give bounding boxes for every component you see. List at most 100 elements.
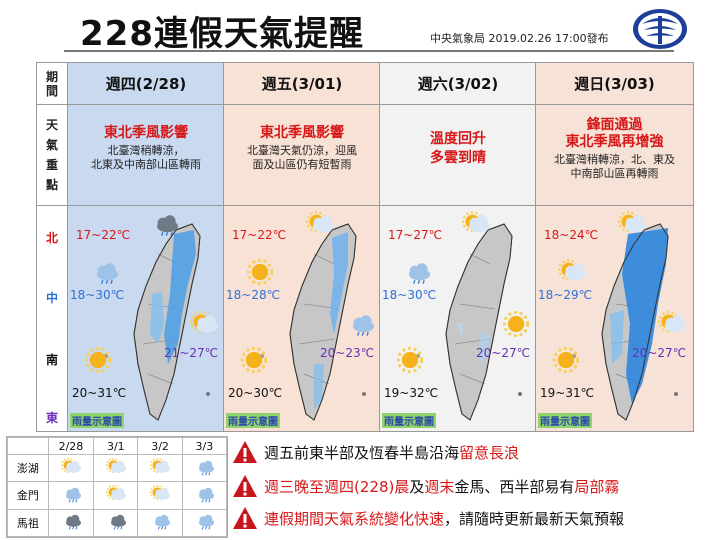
temp-south: 19~31℃: [540, 386, 595, 400]
period-label: 期間: [45, 69, 58, 98]
taiwan-map: [252, 223, 366, 421]
weather-icon-central: [400, 258, 432, 290]
weather-icon-east: [344, 310, 376, 342]
weather-icon-south: [82, 346, 114, 378]
focus-label: 天氣重點: [45, 118, 58, 192]
day-header-sat: 週六(3/02): [417, 75, 499, 93]
temp-south: 20~30℃: [228, 386, 283, 400]
weather-icon-south: [394, 346, 426, 378]
cloud-rain-icon: [353, 315, 374, 336]
weather-cell: [181, 481, 228, 510]
island-name: 馬祖: [7, 508, 49, 538]
sun-icon: [396, 346, 424, 374]
focus-cell-sat: 溫度回升 多雲到晴: [380, 105, 536, 205]
weather-cell: [137, 508, 183, 538]
dark-cloud-rain-icon: [157, 215, 178, 236]
date-header: 3/1: [93, 437, 139, 455]
map-cell-sun: 18~24℃ 18~29℃ 20~27℃ 19~31℃ 雨量示意圖: [536, 206, 692, 430]
dark-cloud-rain-icon: [110, 515, 126, 530]
sun-cloud-icon: [306, 211, 334, 233]
temp-east: 21~27℃: [164, 346, 219, 360]
sun-cloud-icon: [60, 457, 81, 473]
weather-cell: [47, 481, 95, 510]
date-header: 3/2: [137, 437, 183, 455]
temp-central: 18~30℃: [70, 288, 125, 302]
temp-east: 20~23℃: [320, 346, 375, 360]
weather-icon-east: [188, 310, 220, 342]
weather-cell: [93, 453, 139, 483]
rain-legend-label: 雨量示意圖: [382, 413, 436, 428]
cloud-rain-icon: [155, 515, 171, 530]
warning-triangle-icon: [233, 507, 257, 529]
sun-cloud-icon: [150, 484, 171, 500]
region-south: 南: [45, 353, 58, 367]
island-name: 金門: [7, 481, 49, 510]
focus-main: 東北季風影響: [260, 125, 344, 141]
focus-main: 溫度回升: [430, 131, 486, 147]
focus-main: 東北季風再增強: [565, 134, 664, 150]
sun-cloud-icon: [105, 457, 126, 473]
sun-icon: [240, 346, 268, 374]
date-header: 2/28: [47, 437, 95, 455]
table-row: 金門: [7, 481, 228, 510]
focus-main: 鋒面通過: [586, 117, 643, 133]
sun-icon: [246, 258, 274, 286]
sun-cloud-icon: [105, 484, 126, 500]
outer-islands-table: 2/28 3/1 3/2 3/3 澎湖 金門 馬祖: [6, 436, 228, 538]
focus-cell-sun: 鋒面通過 東北季風再增強 北臺灣稍轉涼，北、東及 中南部山區再轉雨: [536, 105, 693, 205]
temp-south: 19~32℃: [384, 386, 439, 400]
focus-sub: 面及山區仍有短暫雨: [252, 158, 352, 171]
focus-main: 東北季風影響: [104, 125, 188, 141]
temp-north: 17~22℃: [232, 228, 287, 242]
day-header-fri: 週五(3/01): [261, 75, 343, 93]
focus-sub: 北臺灣稍轉涼，北、東及: [554, 153, 675, 166]
taiwan-map: [564, 223, 678, 421]
cloud-rain-icon: [97, 263, 118, 284]
weather-icon-north: [148, 210, 180, 242]
dark-cloud-rain-icon: [65, 515, 81, 530]
sun-cloud-icon: [558, 259, 586, 281]
sun-cloud-icon: [462, 211, 490, 233]
map-cell-fri: 17~22℃ 18~28℃ 20~23℃ 20~30℃ 雨量示意圖: [224, 206, 379, 430]
warning-triangle-icon: [233, 475, 257, 497]
temp-north: 17~22℃: [76, 228, 131, 242]
sun-cloud-icon: [190, 311, 218, 333]
sun-icon: [84, 346, 112, 374]
weather-cell: [47, 453, 95, 483]
cwb-logo-icon: [633, 9, 687, 49]
rain-legend-label: 雨量示意圖: [538, 413, 592, 428]
temp-central: 18~28℃: [226, 288, 281, 302]
warning-text: 連假期間天氣系統變化快速，請隨時更新最新天氣預報: [264, 509, 625, 528]
focus-sub: 北東及中南部山區轉雨: [91, 158, 201, 171]
weather-icon-central: [88, 258, 120, 290]
weather-cell: [93, 481, 139, 510]
focus-sub: 北臺灣稍轉涼，: [107, 144, 185, 157]
day-header-sun: 週日(3/03): [574, 75, 655, 93]
weather-icon-south: [238, 346, 270, 378]
temp-east: 20~27℃: [632, 346, 687, 360]
region-north: 北: [45, 231, 58, 245]
issuer-timestamp: 中央氣象局 2019.02.26 17:00發布: [430, 32, 609, 45]
cloud-rain-icon: [199, 460, 215, 476]
weather-cell: [137, 453, 183, 483]
title-divider: [64, 50, 674, 52]
warning-3: 連假期間天氣系統變化快速，請隨時更新最新天氣預報: [232, 506, 624, 530]
date-header: 3/3: [181, 437, 228, 455]
weather-cell: [93, 508, 139, 538]
table-row: 馬祖: [7, 508, 228, 538]
cloud-rain-icon: [65, 487, 81, 503]
warning-text: 週五前東半部及恆春半島沿海留意長浪: [264, 443, 520, 462]
weather-cell: [181, 508, 228, 538]
weather-cell: [137, 481, 183, 510]
temp-central: 18~29℃: [538, 288, 593, 302]
map-cell-thu: 17~22℃ 18~30℃ 21~27℃ 20~31℃ 雨量示意圖: [68, 206, 223, 430]
warning-triangle-icon: [233, 441, 257, 463]
temp-central: 18~30℃: [382, 288, 437, 302]
weather-cell: [181, 453, 228, 483]
island-name: 澎湖: [7, 453, 49, 483]
weather-icon-north: [616, 210, 648, 242]
focus-cell-thu: 東北季風影響 北臺灣稍轉涼， 北東及中南部山區轉雨: [68, 105, 224, 205]
sun-icon: [552, 346, 580, 374]
weather-icon-north: [460, 210, 492, 242]
temp-north: 18~24℃: [544, 228, 599, 242]
